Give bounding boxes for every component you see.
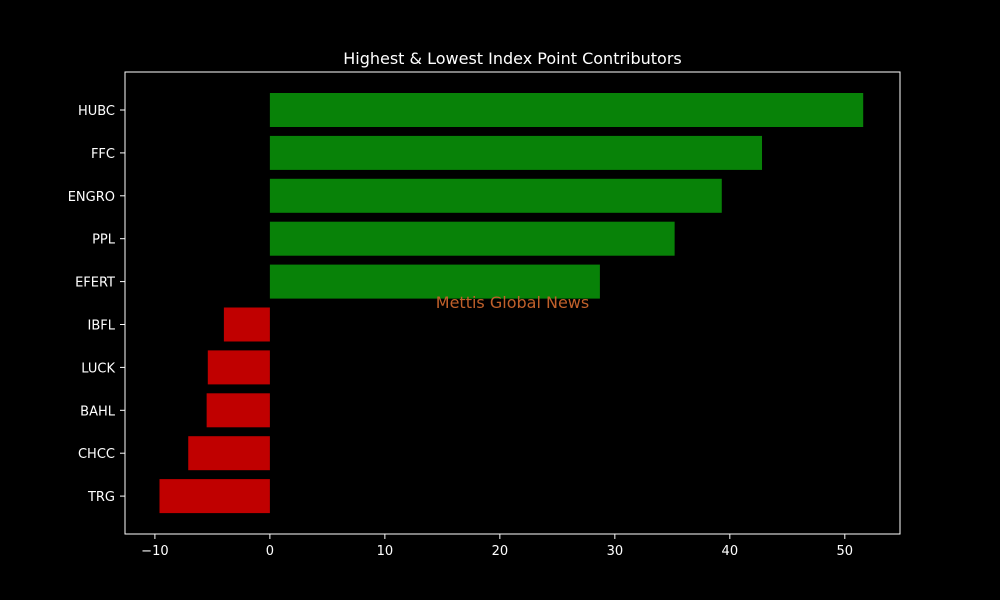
x-tick-label: 30 [607, 544, 624, 559]
x-tick-label: 50 [837, 544, 854, 559]
x-tick-label: −10 [141, 544, 168, 559]
bar-chcc [188, 436, 270, 471]
bar-bahl [206, 393, 270, 428]
bar-ffc [269, 135, 763, 170]
x-tick-label: 40 [722, 544, 739, 559]
y-axis: HUBC FFC ENGRO PPL EFERT IBFL LUCK BAHL CHCC TRG [68, 104, 125, 505]
x-tick-label: 10 [377, 544, 394, 559]
bar-hubc [269, 93, 864, 127]
y-tick-label: HUBC [78, 104, 115, 119]
y-tick-label: FFC [91, 147, 115, 162]
bar-engro [269, 178, 722, 213]
bar-luck [207, 350, 270, 385]
watermark-text: Mettis Global News [436, 293, 589, 312]
y-tick-label: BAHL [80, 404, 116, 419]
x-tick-label: 0 [266, 544, 274, 559]
y-tick-label: EFERT [75, 276, 115, 291]
y-tick-label: ENGRO [68, 190, 115, 205]
bar-trg [159, 479, 270, 514]
x-tick-label: 20 [492, 544, 509, 559]
bar-efert [269, 264, 600, 299]
bar-ibfl [223, 307, 270, 342]
bars-group [159, 93, 864, 514]
y-tick-label: CHCC [78, 447, 115, 462]
y-tick-label: IBFL [88, 319, 116, 334]
y-tick-label: LUCK [81, 361, 115, 376]
x-axis: −10 0 10 20 30 40 50 [141, 534, 853, 559]
plot-frame [124, 71, 901, 535]
chart-title: Highest & Lowest Index Point Contributor… [343, 49, 682, 68]
bar-ppl [269, 221, 675, 256]
y-tick-label: PPL [92, 233, 116, 248]
y-tick-label: TRG [87, 490, 115, 505]
